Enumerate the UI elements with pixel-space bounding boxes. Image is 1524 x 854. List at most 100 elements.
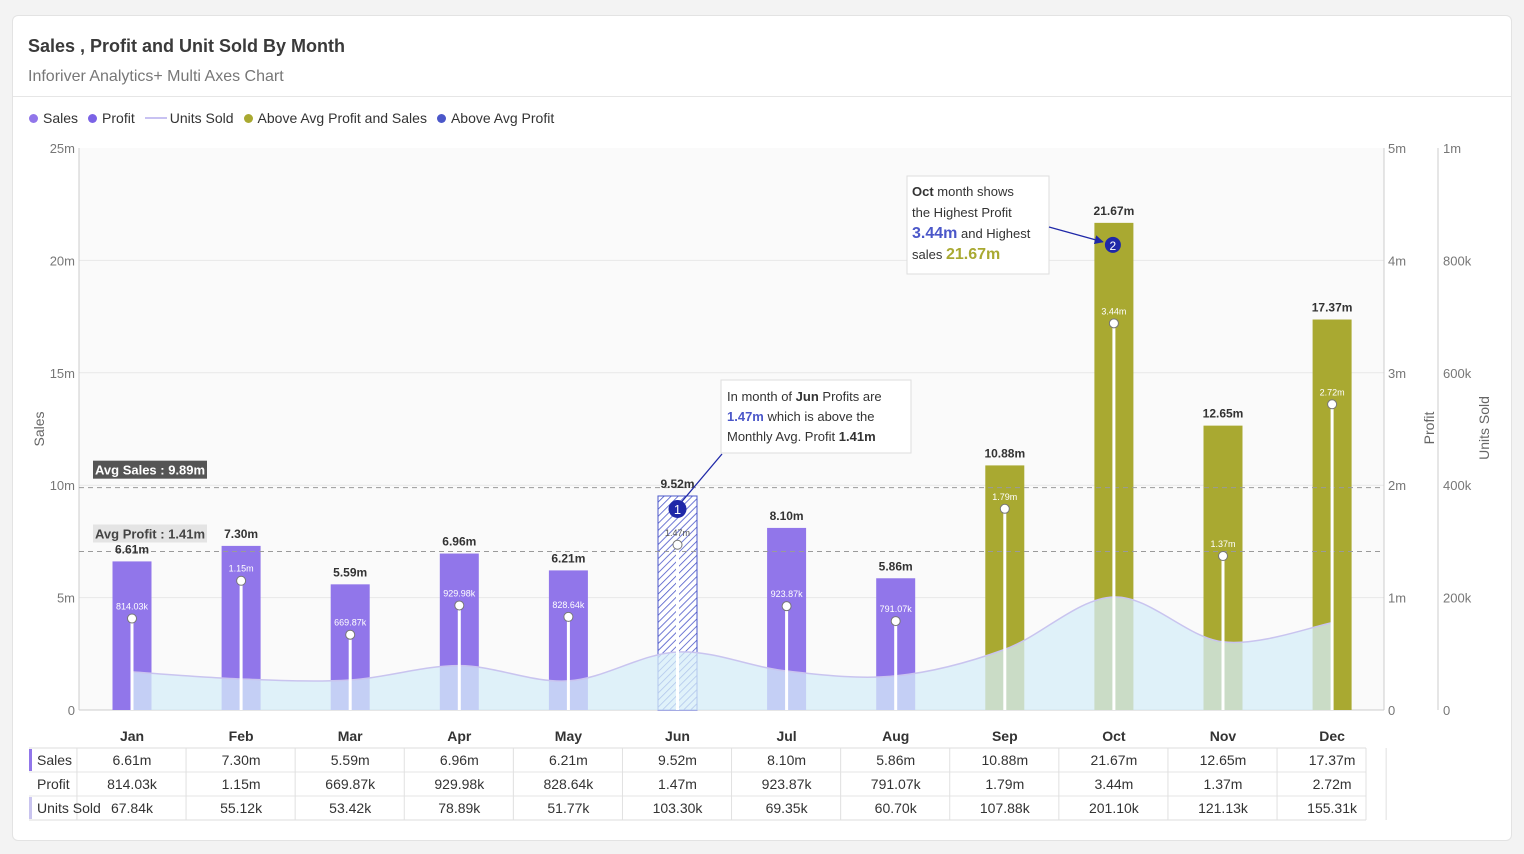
profit-tick-label: 4m <box>1388 253 1406 268</box>
units-tick-label: 200k <box>1443 591 1472 606</box>
annotation-line: Monthly Avg. Profit 1.41m <box>727 429 876 444</box>
sales-data-label: 10.88m <box>984 446 1025 460</box>
legend-item-profit[interactable]: Profit <box>88 110 135 126</box>
table-cell: 53.42k <box>329 800 372 816</box>
legend-item-units-sold[interactable]: Units Sold <box>144 110 234 126</box>
reference-label-bg <box>93 524 207 543</box>
legend-marker <box>144 117 167 119</box>
legend-label: Above Avg Profit <box>450 110 555 126</box>
table-cell: 67.84k <box>111 800 154 816</box>
table-cell: 1.37m <box>1204 776 1243 792</box>
sales-data-label: 17.37m <box>1312 301 1353 315</box>
table-cell: 929.98k <box>434 776 485 792</box>
annotation-text: month shows <box>934 184 1015 199</box>
annotation-arrow <box>1048 226 1104 245</box>
sales-data-label: 7.30m <box>224 527 258 541</box>
legend-item-sales[interactable]: Sales <box>29 110 78 126</box>
annotation-line: the Highest Profit <box>912 205 1012 220</box>
table-cell: 121.13k <box>1198 800 1249 816</box>
profit-point <box>127 613 137 624</box>
annotation-line: Oct month shows <box>912 184 1014 199</box>
table-cell: 7.30m <box>222 752 261 768</box>
profit-data-label: 1.15m <box>229 564 254 574</box>
x-tick-label: Dec <box>1319 728 1345 744</box>
x-tick-label: Sep <box>992 728 1018 744</box>
profit-data-label: 3.44m <box>1101 306 1126 316</box>
annotation-text: Monthly Avg. Profit <box>727 429 839 444</box>
table-cell: 69.35k <box>766 800 809 816</box>
table-cell: 6.21m <box>549 752 588 768</box>
sales-data-label: 5.86m <box>879 559 913 573</box>
table-cell: 1.15m <box>222 776 261 792</box>
table-cell: 5.86m <box>876 752 915 768</box>
left-tick-label: 5m <box>57 591 75 606</box>
table-cell: 21.67m <box>1091 752 1138 768</box>
annotation-text: and Highest <box>957 226 1030 241</box>
profit-data-label: 1.79m <box>992 492 1017 502</box>
sales-data-label: 6.61m <box>115 542 149 556</box>
sales-data-label: 21.67m <box>1094 204 1135 218</box>
table-cell: 17.37m <box>1309 752 1356 768</box>
x-tick-label: Jul <box>776 728 796 744</box>
units-sold-line <box>131 596 1333 682</box>
left-tick-label: 0 <box>68 703 75 718</box>
table-row-marker <box>29 749 32 771</box>
profit-point <box>672 539 683 550</box>
table-row-marker <box>29 773 32 795</box>
annotation-text: Oct <box>912 184 934 199</box>
x-tick-label: Apr <box>447 728 472 744</box>
profit-point <box>1327 399 1338 410</box>
x-tick-label: Mar <box>338 728 363 744</box>
annotation-marker-number: 2 <box>1110 239 1117 253</box>
table-cell: 107.88k <box>980 800 1031 816</box>
table-cell: 828.64k <box>543 776 594 792</box>
table-cell: 1.47m <box>658 776 697 792</box>
profit-axis-title: Profit <box>1421 412 1437 445</box>
annotation-box <box>720 379 912 454</box>
profit-data-label: 929.98k <box>443 588 476 598</box>
profit-point <box>781 601 792 612</box>
sales-data-label: 5.59m <box>333 565 367 579</box>
sales-data-label: 9.52m <box>660 477 694 491</box>
annotation-line: In month of Jun Profits are <box>727 389 882 404</box>
legend-label: Above Avg Profit and Sales <box>257 110 427 126</box>
table-cell: 669.87k <box>325 776 376 792</box>
profit-data-label: 923.87k <box>771 589 804 599</box>
legend-label: Sales <box>43 110 79 126</box>
x-tick-label: Aug <box>882 728 909 744</box>
chart-title: Sales , Profit and Unit Sold By Month <box>28 36 346 56</box>
annotation-box <box>906 175 1050 275</box>
annotation-text: In month of <box>727 389 796 404</box>
annotation-text-group: In month of Jun Profits are 1.47m which i… <box>727 389 882 444</box>
sales-data-label: 8.10m <box>770 509 804 523</box>
legend-item-above-avg-profit-and-sales[interactable]: Above Avg Profit and Sales <box>243 110 427 126</box>
x-tick-label: Feb <box>229 728 254 744</box>
profit-tick-label: 0 <box>1388 703 1395 718</box>
annotation-text-group: Oct month shows the Highest Profit 3.44m a… <box>912 184 1031 263</box>
legend-label: Units Sold <box>169 110 234 126</box>
profit-data-label: 814.03k <box>116 602 149 612</box>
sales-data-label: 12.65m <box>1203 407 1244 421</box>
units-tick-label: 600k <box>1443 366 1472 381</box>
profit-point <box>236 575 247 586</box>
profit-point <box>454 600 465 611</box>
annotation-line: 3.44m and Highest <box>912 225 1031 242</box>
table-cell: 103.30k <box>653 800 704 816</box>
annotation-text: sales <box>912 247 946 262</box>
profit-data-label: 791.07k <box>880 604 913 614</box>
table-cell: 9.52m <box>658 752 697 768</box>
annotation-text: the Highest Profit <box>912 205 1012 220</box>
profit-data-label: 669.87k <box>334 618 367 628</box>
table-cell: 55.12k <box>220 800 263 816</box>
legend-item-above-avg-profit[interactable]: Above Avg Profit <box>436 110 555 126</box>
annotation-line: 1.47m which is above the <box>727 409 874 424</box>
profit-point <box>890 616 901 627</box>
x-tick-label: Oct <box>1102 728 1126 744</box>
left-tick-label: 10m <box>50 478 75 493</box>
reference-label: Avg Profit : 1.41m <box>95 527 205 542</box>
x-tick-label: Jun <box>665 728 690 744</box>
annotation-text: 1.47m <box>727 409 764 424</box>
table-cell: 6.61m <box>113 752 152 768</box>
table-cell: 60.70k <box>875 800 918 816</box>
